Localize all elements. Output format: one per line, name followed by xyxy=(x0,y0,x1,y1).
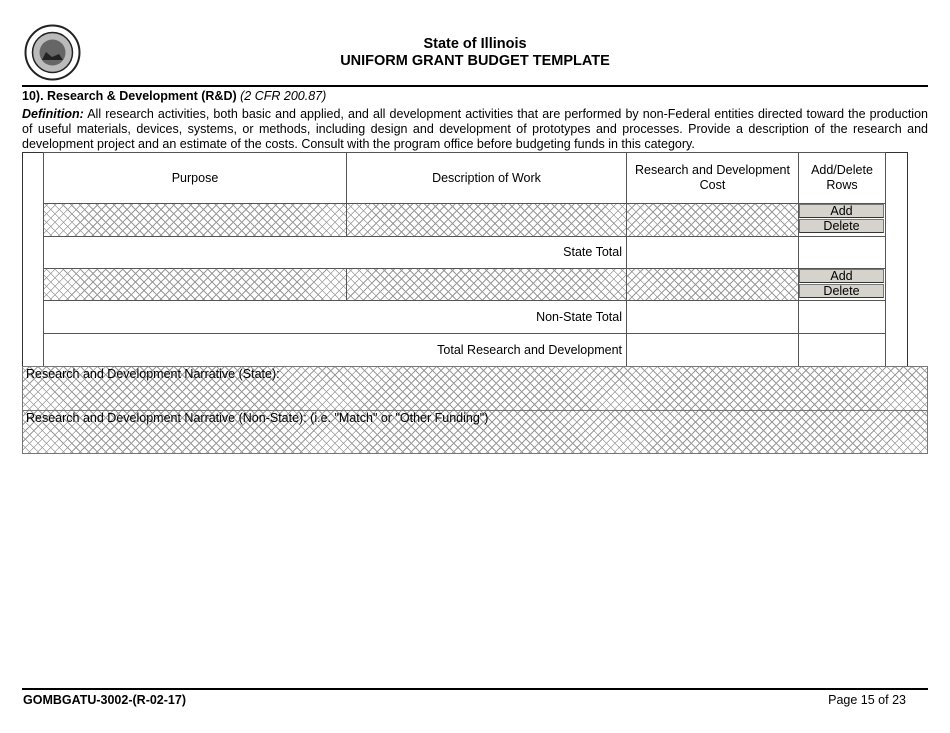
page-number: Page 15 of 23 xyxy=(828,693,906,707)
footer-divider xyxy=(22,688,928,690)
state-total-blank xyxy=(798,236,886,269)
header-divider xyxy=(22,85,928,87)
state-total-label: State Total xyxy=(43,236,627,269)
col-header-add-delete: Add/Delete Rows xyxy=(798,152,886,204)
nonstate-total-blank xyxy=(798,300,886,334)
nonstate-total-value xyxy=(626,300,799,334)
section-citation: (2 CFR 200.87) xyxy=(240,89,327,103)
definition-paragraph: Definition: All research activities, bot… xyxy=(22,107,928,152)
state-purpose-input[interactable] xyxy=(43,203,347,237)
form-id: GOMBGATU-3002-(R-02-17) xyxy=(23,693,186,707)
state-narrative-field[interactable]: Research and Development Narrative (Stat… xyxy=(22,366,928,411)
state-total-value xyxy=(626,236,799,269)
nonstate-description-input[interactable] xyxy=(346,268,627,301)
nonstate-purpose-input[interactable] xyxy=(43,268,347,301)
nonstate-add-row-button[interactable]: Add xyxy=(799,269,884,283)
col-header-purpose: Purpose xyxy=(43,152,347,204)
nonstate-delete-row-button[interactable]: Delete xyxy=(799,284,884,298)
definition-label: Definition: xyxy=(22,107,84,121)
document-title: State of Illinois xyxy=(423,36,527,52)
col-header-description: Description of Work xyxy=(346,152,627,204)
nonstate-narrative-label: Research and Development Narrative (Non-… xyxy=(26,411,489,425)
grand-total-label: Total Research and Development xyxy=(43,333,627,367)
col-header-cost: Research and Development Cost xyxy=(626,152,799,204)
state-delete-row-button[interactable]: Delete xyxy=(799,219,884,233)
nonstate-narrative-field[interactable]: Research and Development Narrative (Non-… xyxy=(22,410,928,454)
state-description-input[interactable] xyxy=(346,203,627,237)
nonstate-cost-input[interactable] xyxy=(626,268,799,301)
section-title: 10). Research & Development (R&D) xyxy=(22,89,237,103)
nonstate-total-label: Non-State Total xyxy=(43,300,627,334)
grand-total-value xyxy=(626,333,799,367)
state-cost-input[interactable] xyxy=(626,203,799,237)
document-subtitle: UNIFORM GRANT BUDGET TEMPLATE xyxy=(340,53,610,69)
section-heading: 10). Research & Development (R&D) (2 CFR… xyxy=(22,89,326,103)
state-add-row-button[interactable]: Add xyxy=(799,204,884,218)
state-narrative-label: Research and Development Narrative (Stat… xyxy=(26,367,280,381)
definition-text: All research activities, both basic and … xyxy=(22,107,928,151)
state-seal-logo xyxy=(24,24,81,81)
grand-total-blank xyxy=(798,333,886,367)
